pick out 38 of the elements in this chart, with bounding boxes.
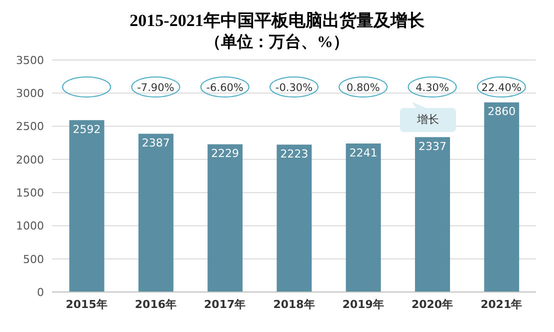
annotation: -0.30% xyxy=(275,82,313,94)
y-tick-label: 3000 xyxy=(16,87,44,100)
data-label: 2592 xyxy=(72,122,101,136)
annotation: 增长 xyxy=(416,112,440,128)
x-tick-label: 2018年 xyxy=(273,298,315,311)
data-label: 2337 xyxy=(418,140,446,153)
annotation: 4.30% xyxy=(416,82,449,94)
bar xyxy=(346,143,381,292)
x-tick-label: 2016年 xyxy=(134,298,177,311)
y-tick-label: 0 xyxy=(37,286,44,299)
annotation: 0.80% xyxy=(346,82,380,94)
y-tick-label: 500 xyxy=(23,252,44,266)
bar xyxy=(415,137,450,292)
y-tick-label: 3500 xyxy=(16,54,44,67)
bar xyxy=(69,120,104,292)
bar xyxy=(484,102,520,292)
y-tick-label: 2000 xyxy=(16,153,44,166)
data-label: 2860 xyxy=(488,105,516,118)
y-tick-label: 1500 xyxy=(16,186,44,200)
annotation: -6.60% xyxy=(206,82,244,94)
annotation: -7.90% xyxy=(137,82,174,94)
data-label: 2241 xyxy=(349,146,378,160)
y-tick-label: 1000 xyxy=(16,220,44,233)
y-tick-label: 2500 xyxy=(16,120,44,134)
annotation: 22.40% xyxy=(481,82,522,94)
bar xyxy=(138,134,174,292)
data-label: 2387 xyxy=(142,136,170,150)
bar xyxy=(208,144,243,292)
x-tick-label: 2021年 xyxy=(480,298,522,311)
x-tick-label: 2020年 xyxy=(411,298,454,311)
x-tick-label: 2019年 xyxy=(342,298,384,311)
bar xyxy=(276,144,312,292)
x-tick-label: 2015年 xyxy=(66,298,108,311)
x-tick-label: 2017年 xyxy=(204,298,246,311)
data-label: 2229 xyxy=(211,147,240,160)
chart-title: 2015-2021年中国平板电脑出货量及增长 xyxy=(128,10,426,32)
data-label: 2223 xyxy=(280,147,308,160)
chart-subtitle: （单位：万台、%） xyxy=(204,32,350,53)
